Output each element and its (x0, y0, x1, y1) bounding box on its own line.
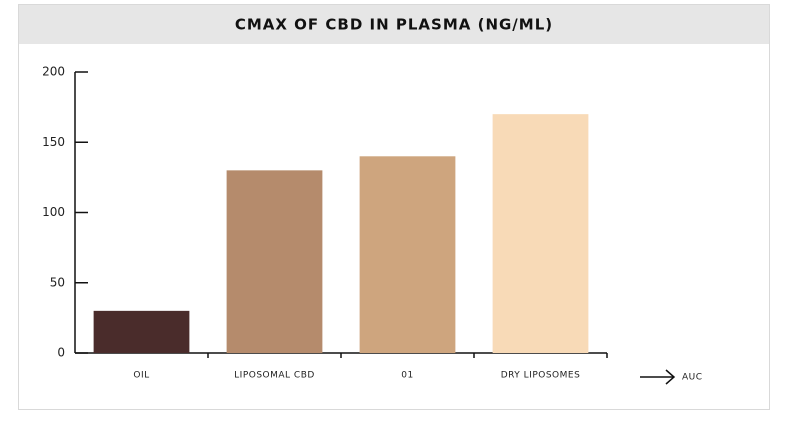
y-tick-label: 50 (50, 275, 65, 289)
arrow-head (665, 369, 676, 385)
bar (93, 310, 190, 353)
annotation: AUC (682, 373, 703, 383)
bar (226, 170, 323, 353)
y-tick-label: 0 (57, 346, 65, 360)
chart-title: CMAX OF CBD IN PLASMA (NG/ML) (235, 16, 553, 34)
y-tick-label: 100 (42, 205, 65, 219)
x-tick-label: OIL (133, 371, 149, 381)
bar (359, 156, 456, 353)
y-tick-label: 150 (42, 135, 65, 149)
y-tick-label: 200 (42, 65, 65, 79)
x-tick-label: 01 (401, 371, 413, 381)
x-tick-label: DRY LIPOSOMES (501, 371, 581, 381)
x-tick-label: LIPOSOMAL CBD (234, 371, 315, 381)
title-bar (19, 5, 769, 44)
bar (492, 114, 589, 354)
